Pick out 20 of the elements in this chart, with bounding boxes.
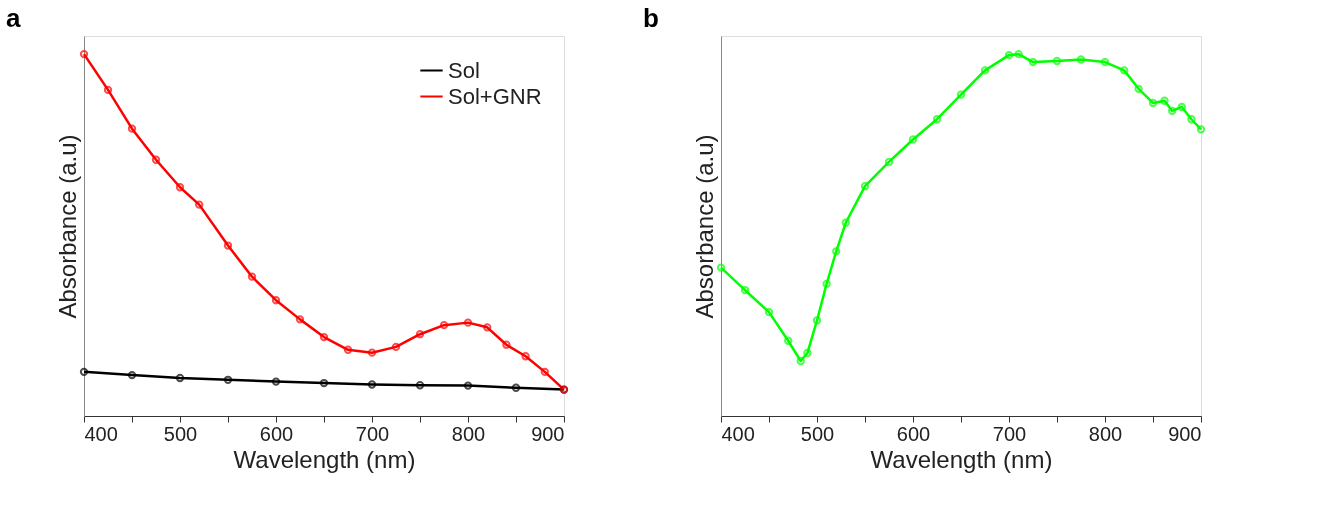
x-tick-label: 500 <box>800 422 835 445</box>
x-tick-label: 500 <box>163 422 198 445</box>
x-tick-label: 800 <box>451 422 486 445</box>
x-tick-label: 900 <box>531 422 565 445</box>
chart-title: b <box>643 3 659 33</box>
x-axis-title: Wavelength (nm) <box>870 445 1053 473</box>
legend-label: Sol <box>448 57 480 83</box>
x-tick-label: 600 <box>896 422 931 445</box>
x-tick-label: 900 <box>1168 422 1202 445</box>
x-tick-label: 700 <box>992 422 1027 445</box>
legend-label: Sol+GNR <box>448 83 542 109</box>
chart-title: a <box>6 3 21 33</box>
x-tick-label: 400 <box>84 422 118 445</box>
x-tick-label: 700 <box>355 422 390 445</box>
y-axis-title: Absorbance (a.u) <box>690 134 718 319</box>
x-axis-title: Wavelength (nm) <box>233 445 416 473</box>
x-tick-label: 600 <box>259 422 294 445</box>
x-tick-label: 400 <box>721 422 755 445</box>
x-tick-label: 800 <box>1088 422 1123 445</box>
y-axis-title: Absorbance (a.u) <box>53 134 81 319</box>
